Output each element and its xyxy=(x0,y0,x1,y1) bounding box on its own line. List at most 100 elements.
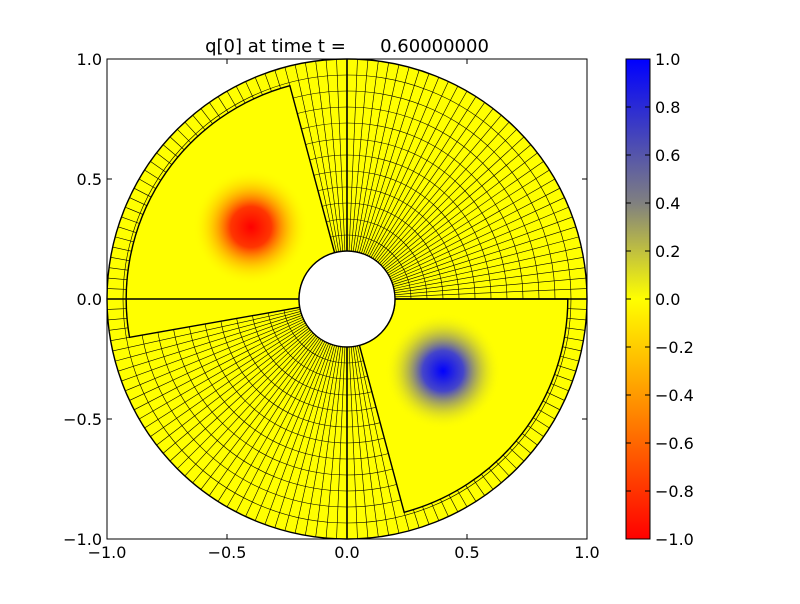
colorbar-tick-label: 1.0 xyxy=(655,50,680,69)
mesh-spoke xyxy=(315,346,342,537)
mesh-spoke xyxy=(357,64,400,253)
inner-boundary xyxy=(298,250,396,348)
x-tick-label: 0.0 xyxy=(334,543,359,562)
mesh-spoke xyxy=(372,96,477,259)
x-tick-label: −1.0 xyxy=(88,543,127,562)
mesh-spoke xyxy=(315,61,342,252)
mesh-spoke xyxy=(305,62,339,252)
mesh-spoke xyxy=(192,335,317,484)
mesh-spoke xyxy=(352,346,379,537)
mesh-spoke xyxy=(377,114,502,263)
mesh-spoke xyxy=(365,77,440,255)
mesh-spoke xyxy=(325,59,344,252)
mesh-spoke xyxy=(350,59,369,252)
colorbar-tick-label: −0.4 xyxy=(655,386,694,405)
colorbar-tick-label: −1.0 xyxy=(655,530,694,549)
mesh-spoke xyxy=(115,311,301,362)
mesh-spoke xyxy=(393,236,579,287)
mesh-spoke xyxy=(384,152,538,271)
colorbar-tick-label: −0.8 xyxy=(655,482,694,501)
y-tick-label: 0.0 xyxy=(77,290,102,309)
y-axis: 1.0 0.5 0.0 −0.5 −1.0 xyxy=(63,50,587,549)
mesh-spoke xyxy=(367,81,449,256)
mesh-spoke xyxy=(389,187,561,278)
mesh-spoke xyxy=(305,346,339,536)
mesh-spoke xyxy=(390,197,565,279)
colorbar: 1.0 0.8 0.6 0.4 0.2 0.0 −0.2 −0.4 −0.6 −0.8 −1.0 xyxy=(625,50,694,549)
mesh-spoke xyxy=(391,206,569,281)
mesh-spoke xyxy=(359,67,410,253)
mesh-spoke xyxy=(394,267,585,294)
mesh-spoke xyxy=(392,216,573,283)
x-axis: −1.0 −0.5 0.0 0.5 1.0 xyxy=(88,59,600,562)
mesh-spoke xyxy=(357,345,400,534)
x-tick-label: −0.5 xyxy=(208,543,247,562)
y-tick-label: −1.0 xyxy=(63,530,102,549)
mesh-spoke xyxy=(274,344,333,528)
mesh-spoke xyxy=(217,339,322,502)
mesh-spoke xyxy=(392,226,576,285)
mesh-spoke xyxy=(209,338,320,496)
colorbar-tick-label: 0.6 xyxy=(655,146,680,165)
colorbar-tick-label: −0.2 xyxy=(655,338,694,357)
mesh-spoke xyxy=(388,178,555,276)
colorbar-tick-label: 0.2 xyxy=(655,242,680,261)
mesh-spoke xyxy=(118,313,302,372)
mesh-spoke xyxy=(336,59,346,252)
mesh-spoke xyxy=(350,346,369,539)
mesh-spoke xyxy=(387,169,550,274)
mesh-spoke xyxy=(294,64,337,253)
mesh-spoke xyxy=(394,288,587,298)
mesh-spoke xyxy=(368,85,459,257)
mesh-spoke xyxy=(162,329,311,454)
mesh-spoke xyxy=(383,144,532,269)
mesh-spoke xyxy=(355,62,389,252)
y-tick-label: 0.5 xyxy=(77,170,102,189)
mesh-spoke xyxy=(139,322,306,420)
mesh-spoke xyxy=(374,102,485,260)
mesh-spoke xyxy=(284,345,335,531)
mesh-spoke xyxy=(380,129,517,266)
mesh-spoke xyxy=(125,317,303,392)
mesh-spoke xyxy=(200,336,319,490)
mesh-spoke xyxy=(394,257,584,291)
mesh-spoke xyxy=(325,346,344,539)
mesh-spoke xyxy=(177,332,314,469)
mesh-spoke xyxy=(169,331,312,462)
mesh-spoke xyxy=(375,108,494,262)
mesh-spoke xyxy=(294,345,337,534)
mesh-spoke xyxy=(144,324,307,429)
x-tick-label: 0.5 xyxy=(454,543,479,562)
mesh-spoke xyxy=(379,121,510,264)
mesh-spoke xyxy=(264,344,331,525)
negative-blob xyxy=(192,168,310,286)
mesh-spoke xyxy=(386,161,544,272)
colorbar-tick-label: −0.6 xyxy=(655,434,694,453)
mesh-spoke xyxy=(393,246,582,289)
colorbar-tick-label: 0.4 xyxy=(655,194,680,213)
mesh-spoke xyxy=(226,340,324,507)
mesh-spoke xyxy=(150,326,308,437)
mesh-spoke xyxy=(363,73,430,254)
y-tick-label: −0.5 xyxy=(63,410,102,429)
mesh-spoke xyxy=(245,342,327,517)
mesh-spoke xyxy=(336,346,346,539)
mesh-spoke xyxy=(121,315,302,382)
mesh-spoke xyxy=(382,136,525,267)
mesh-spoke xyxy=(129,319,304,401)
plot-area xyxy=(106,58,588,540)
mesh-spoke xyxy=(156,327,310,446)
colorbar-ticks: 1.0 0.8 0.6 0.4 0.2 0.0 −0.2 −0.4 −0.6 −0.8 −1.0 xyxy=(626,50,694,549)
y-tick-label: 1.0 xyxy=(77,50,102,69)
positive-blob xyxy=(384,312,502,430)
mesh-spoke xyxy=(184,334,315,477)
mesh-spoke xyxy=(394,277,587,296)
mesh-spoke xyxy=(235,341,326,513)
mesh-spoke xyxy=(370,91,468,258)
chart-title: q[0] at time t = 0.60000000 xyxy=(205,36,489,57)
colorbar-tick-label: 0.8 xyxy=(655,98,680,117)
mesh-spoke xyxy=(254,343,329,521)
x-tick-label: 1.0 xyxy=(574,543,599,562)
colorbar-tick-label: 0.0 xyxy=(655,290,680,309)
mesh-spoke xyxy=(133,320,305,411)
